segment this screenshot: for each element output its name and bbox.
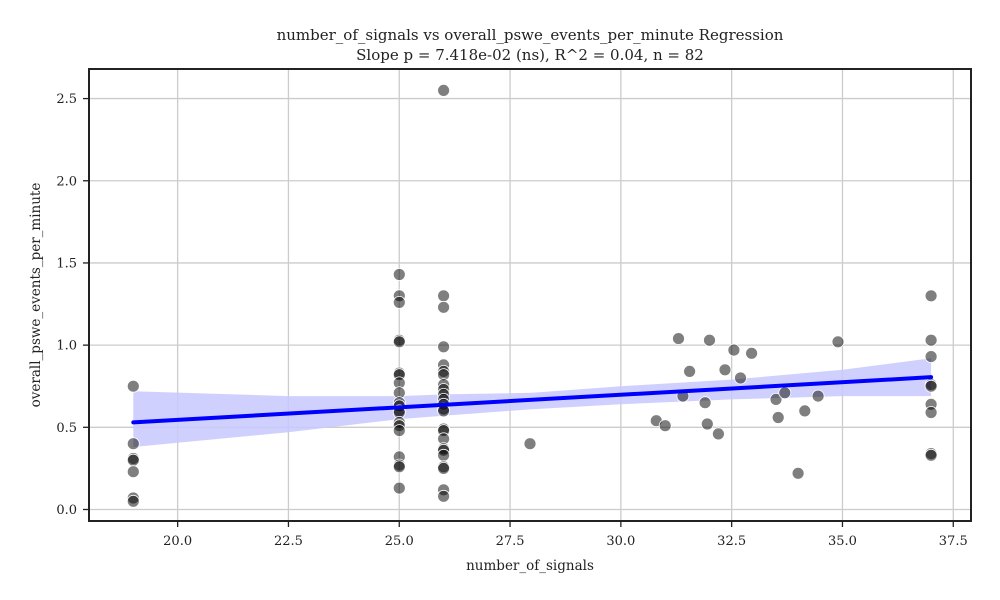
- data-point-28: [437, 289, 451, 303]
- data-point-53: [658, 419, 672, 433]
- x-axis-label: number_of_signals: [466, 558, 594, 574]
- data-point-61: [718, 363, 732, 377]
- y-tick-label-4: 2.0: [56, 174, 77, 189]
- data-point-70: [811, 389, 825, 403]
- x-tick-label-4: 30.0: [606, 534, 635, 549]
- data-point-60: [712, 427, 725, 441]
- data-point-30: [437, 340, 451, 354]
- data-point-65: [769, 392, 783, 406]
- x-tick-label-3: 27.5: [496, 534, 525, 549]
- chart-subtitle: Slope p = 7.418e-02 (ns), R^2 = 0.04, n …: [356, 46, 704, 64]
- data-point-48: [437, 461, 451, 475]
- data-point-25: [392, 460, 406, 474]
- data-point-57: [698, 396, 712, 410]
- data-point-1: [126, 437, 140, 451]
- data-point-6: [126, 494, 140, 508]
- data-point-26: [392, 481, 406, 495]
- data-point-11: [392, 335, 406, 349]
- y-axis-ticks: 0.0 0.5 1.0 1.5 2.0 2.5: [56, 92, 89, 518]
- x-tick-label-7: 37.5: [939, 534, 968, 549]
- data-point-4: [126, 465, 140, 479]
- data-point-27: [437, 84, 451, 97]
- data-point-74: [924, 350, 938, 364]
- data-point-3: [126, 453, 140, 467]
- data-point-51: [523, 437, 537, 451]
- y-tick-label-3: 1.5: [56, 256, 77, 271]
- data-point-56: [683, 364, 696, 378]
- y-tick-label-0: 0.0: [56, 503, 77, 518]
- data-point-73: [924, 333, 938, 347]
- data-point-78: [924, 406, 938, 419]
- data-point-71: [831, 335, 845, 349]
- data-point-29: [437, 300, 451, 314]
- y-tick-label-5: 2.5: [56, 92, 77, 107]
- y-tick-label-2: 1.0: [56, 339, 77, 354]
- data-point-72: [924, 289, 938, 303]
- regression-line-group: [131, 375, 934, 425]
- data-point-54: [672, 332, 685, 346]
- x-tick-label-2: 25.0: [385, 534, 414, 549]
- grid-lines: [89, 69, 971, 521]
- scatter-points: [126, 84, 938, 508]
- y-tick-label-1: 0.5: [56, 421, 77, 436]
- ci-band-area: [133, 358, 932, 447]
- data-point-66: [771, 411, 785, 424]
- plot-frame: [88, 68, 972, 522]
- data-point-9: [392, 295, 406, 309]
- data-point-80: [924, 448, 938, 462]
- x-tick-label-1: 22.5: [274, 534, 303, 549]
- confidence-band: [133, 358, 932, 447]
- data-point-59: [703, 333, 716, 347]
- data-point-67: [778, 386, 792, 400]
- x-tick-label-5: 32.5: [717, 534, 746, 549]
- data-point-22: [392, 424, 406, 438]
- x-tick-label-6: 35.0: [828, 534, 857, 549]
- x-tick-label-0: 20.0: [163, 534, 192, 549]
- data-point-68: [791, 466, 805, 480]
- data-point-46: [437, 448, 451, 462]
- data-point-50: [437, 489, 451, 503]
- regression-line: [131, 375, 934, 425]
- data-point-69: [798, 404, 812, 418]
- chart-title: number_of_signals vs overall_pswe_events…: [277, 26, 784, 44]
- data-point-58: [700, 417, 714, 431]
- data-point-7: [392, 268, 406, 281]
- data-point-0: [126, 379, 140, 393]
- data-point-64: [745, 346, 758, 360]
- data-point-62: [727, 343, 741, 357]
- y-axis-label: overall_pswe_events_per_minute: [28, 183, 44, 408]
- data-point-76: [924, 379, 938, 393]
- x-axis-ticks: 20.0 22.5 25.0 27.5 30.0 32.5 35.0 37.5: [163, 521, 968, 549]
- data-point-63: [734, 371, 747, 385]
